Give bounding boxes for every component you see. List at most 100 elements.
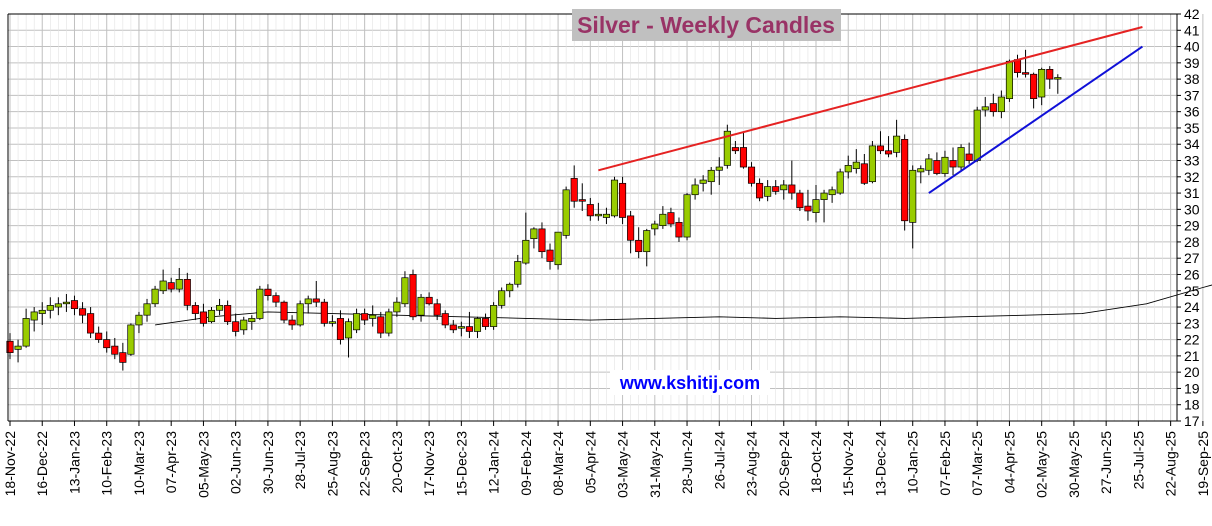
candle-body [473, 318, 482, 332]
candle-body [747, 166, 756, 184]
candle-body [46, 305, 54, 311]
candle-body [30, 311, 38, 321]
candle-body [312, 298, 320, 303]
candle-body [111, 345, 119, 355]
y-tick-label: 23 [1184, 315, 1200, 331]
candle-body [893, 135, 901, 153]
x-tick-label: 26-Jul-24 [711, 431, 727, 490]
candle-body [78, 308, 87, 316]
candle-body [465, 326, 473, 332]
x-tick-label: 22-Aug-25 [1163, 431, 1179, 497]
y-tick-label: 38 [1184, 71, 1200, 87]
y-tick-label: 39 [1184, 55, 1200, 71]
x-tick-label: 27-Jun-25 [1098, 431, 1114, 494]
y-tick-label: 22 [1184, 332, 1200, 348]
candle-body [385, 311, 393, 334]
candle-body [949, 160, 957, 168]
candle-body [272, 295, 280, 303]
candle-body [62, 301, 70, 305]
candle-body [159, 280, 167, 292]
candle-body [683, 194, 691, 238]
candle-body [127, 324, 135, 355]
candle-body [1038, 69, 1046, 98]
candle-body [812, 199, 820, 213]
candle-body [530, 228, 538, 240]
moving-average-series [155, 284, 1212, 326]
y-tick-label: 29 [1184, 218, 1200, 234]
candle-body [562, 189, 570, 236]
candle-body [627, 215, 635, 241]
candle-body [659, 213, 667, 226]
candle-body [369, 314, 377, 319]
candle-body [804, 205, 812, 212]
candle-body [119, 352, 127, 363]
candle-body [643, 230, 651, 253]
candle-body [554, 231, 562, 266]
candle-body [594, 213, 602, 217]
x-tick-label: 09-Feb-24 [518, 431, 534, 496]
trendline [598, 26, 1143, 172]
candle-body [941, 156, 949, 174]
y-tick-label: 26 [1184, 266, 1200, 282]
candle-body [151, 288, 159, 305]
candle-body [989, 103, 997, 113]
candle-body [320, 301, 328, 324]
candle-body [433, 303, 441, 316]
candle-body [699, 179, 707, 184]
x-tick-label: 07-Mar-25 [969, 431, 985, 496]
candle-body [796, 192, 804, 209]
candle-body [183, 279, 191, 306]
moving-average-line [155, 284, 1212, 326]
candle-body [675, 222, 683, 238]
candle-body [651, 223, 659, 230]
candle-body [224, 305, 232, 323]
x-tick-label: 20-Oct-23 [389, 431, 405, 493]
x-tick-label: 02-May-25 [1034, 431, 1050, 498]
candle-body [957, 147, 965, 168]
y-tick-label: 28 [1184, 234, 1200, 250]
y-tick-label: 36 [1184, 104, 1200, 120]
candle-body [933, 160, 941, 174]
watermark-background [610, 370, 770, 395]
x-tick-label: 12-Jan-24 [486, 431, 502, 494]
candle-body [739, 147, 748, 168]
candle-body [409, 274, 417, 318]
candle-body [425, 296, 433, 305]
candle-body [304, 298, 312, 305]
candle-body [917, 168, 925, 173]
x-tick-label: 03-May-24 [615, 431, 631, 498]
candle-body [538, 228, 546, 253]
candle-body [772, 186, 780, 192]
y-tick-label: 31 [1184, 185, 1200, 201]
candle-body [909, 169, 917, 223]
x-tick-label: 23-Aug-24 [744, 431, 760, 497]
x-tick-label: 17-Nov-23 [421, 431, 437, 497]
candle-body [828, 189, 836, 196]
y-tick-label: 34 [1184, 136, 1200, 152]
candle-body [441, 313, 449, 326]
x-tick-label: 05-Apr-24 [582, 431, 598, 493]
candle-body [731, 147, 739, 152]
candle-body [288, 319, 296, 326]
candle-body [981, 106, 989, 111]
y-tick-label: 33 [1184, 153, 1200, 169]
candle-body [256, 288, 264, 319]
candle-body [490, 305, 498, 327]
x-tick-label: 16-Dec-22 [34, 431, 50, 497]
x-tick-label: 10-Mar-23 [131, 431, 147, 496]
candle-body [6, 340, 14, 353]
candle-body [353, 313, 361, 331]
x-tick-label: 10-Jan-25 [905, 431, 921, 494]
x-tick-label: 04-Apr-25 [1001, 431, 1017, 493]
candle-body [393, 301, 401, 313]
candle-body [175, 279, 183, 290]
y-tick-label: 19 [1184, 380, 1200, 396]
chart-grid [8, 13, 1204, 422]
x-tick-label: 19-Sep-25 [1195, 431, 1211, 497]
x-axis-tick-labels: 18-Nov-22 16-Dec-22 13-Jan-23 10-Feb-23 10-M… [2, 421, 1211, 498]
x-tick-label: 13-Dec-24 [872, 431, 888, 497]
candle-body [296, 303, 304, 326]
candle-body [1046, 69, 1054, 80]
x-tick-label: 05-May-23 [195, 431, 211, 498]
candle-body [586, 204, 594, 217]
